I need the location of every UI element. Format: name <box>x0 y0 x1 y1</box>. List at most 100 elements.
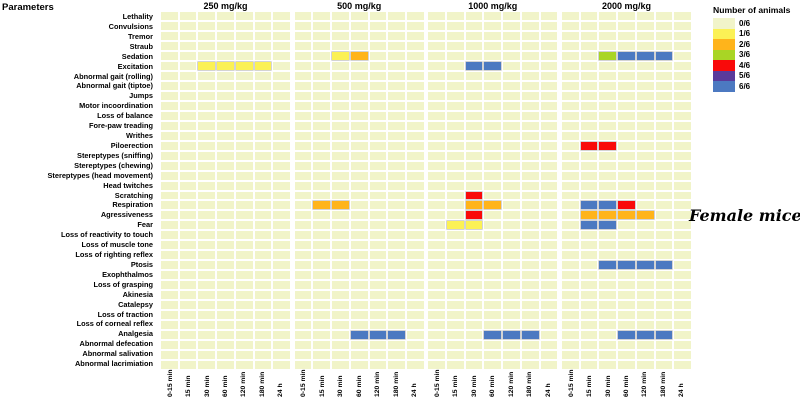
heatmap-cell <box>254 241 272 250</box>
heatmap-cell <box>179 251 197 260</box>
heatmap-cell <box>580 351 598 360</box>
heatmap-cell <box>294 31 312 40</box>
heatmap-cell <box>521 231 539 240</box>
heatmap-cell <box>540 21 558 30</box>
heatmap-cell <box>580 341 598 350</box>
heatmap-cell <box>369 251 387 260</box>
heatmap-cell <box>428 171 445 180</box>
heatmap-cell <box>198 281 216 290</box>
heatmap-cell <box>655 31 673 40</box>
heatmap-cell <box>217 111 234 120</box>
heatmap-cell <box>447 12 464 20</box>
heatmap-cell <box>332 271 349 280</box>
heatmap-cell <box>428 241 445 250</box>
row-label: Loss of reactivity to touch <box>61 230 153 240</box>
heatmap-cell <box>254 61 272 70</box>
heatmap-cell <box>217 21 234 30</box>
heatmap-cell <box>350 181 368 190</box>
heatmap-cell <box>179 21 197 30</box>
heatmap-cell <box>503 131 520 140</box>
heatmap-cell <box>198 51 216 60</box>
legend-entry: 5/6 <box>713 70 790 81</box>
heatmap-cell <box>636 251 654 260</box>
heatmap-cell <box>273 201 290 210</box>
row-label: Convulsions <box>108 21 153 31</box>
heatmap-cell <box>161 281 178 290</box>
heatmap-cell <box>161 141 178 150</box>
heatmap-cell <box>465 341 483 350</box>
heatmap-cell <box>521 171 539 180</box>
time-axis-label: 60 min <box>489 375 497 397</box>
heatmap-cell <box>521 151 539 160</box>
heatmap-cell <box>655 361 673 369</box>
heatmap-cell <box>655 201 673 210</box>
heatmap-cell <box>465 81 483 90</box>
heatmap-cell <box>562 201 579 210</box>
heatmap-cell <box>235 61 253 70</box>
heatmap-cell <box>562 321 579 330</box>
heatmap-cell <box>350 111 368 120</box>
heatmap-cell <box>273 71 290 80</box>
heatmap-cell <box>369 341 387 350</box>
heatmap-cell <box>580 181 598 190</box>
legend-entry: 1/6 <box>713 28 790 39</box>
heatmap-cell <box>503 341 520 350</box>
heatmap-cell <box>599 21 617 30</box>
heatmap-cell <box>369 181 387 190</box>
heatmap-cell <box>562 301 579 310</box>
heatmap-cell <box>484 291 502 300</box>
heatmap-cell <box>369 191 387 200</box>
heatmap-cell <box>447 311 464 320</box>
heatmap-cell <box>618 191 635 200</box>
heatmap-cell <box>369 351 387 360</box>
heatmap-cell <box>618 251 635 260</box>
time-axis-label: 24 h <box>544 383 552 397</box>
time-axis-label: 60 min <box>623 375 630 397</box>
heatmap-cell <box>313 211 331 220</box>
heatmap-cell <box>388 181 405 190</box>
heatmap-cell <box>369 21 387 30</box>
heatmap-cell <box>369 241 387 250</box>
heatmap-cell <box>674 71 691 80</box>
heatmap-cell <box>406 331 424 340</box>
heatmap-cell <box>161 121 178 130</box>
heatmap-cell <box>503 111 520 120</box>
heatmap-cell <box>465 361 483 369</box>
heatmap-cell <box>599 171 617 180</box>
row-label: Jumps <box>129 91 153 101</box>
heatmap-cell <box>254 231 272 240</box>
heatmap-cell <box>540 171 558 180</box>
heatmap-cell <box>294 41 312 50</box>
heatmap-cell <box>406 221 424 230</box>
heatmap-cell <box>350 141 368 150</box>
heatmap-cell <box>369 331 387 340</box>
heatmap-cell <box>388 71 405 80</box>
heatmap-cell <box>179 91 197 100</box>
heatmap-cell <box>388 201 405 210</box>
heatmap-cell <box>161 311 178 320</box>
heatmap-cell <box>254 181 272 190</box>
heatmap-cell <box>636 131 654 140</box>
heatmap-cell <box>503 201 520 210</box>
heatmap-cell <box>350 361 368 369</box>
heatmap-cell <box>503 331 520 340</box>
time-axis-label: 120 min <box>374 371 382 397</box>
heatmap-cell <box>294 181 312 190</box>
heatmap-cell <box>388 81 405 90</box>
heatmap-cell <box>484 191 502 200</box>
heatmap-cell <box>562 311 579 320</box>
heatmap-cell <box>217 361 234 369</box>
heatmap-cell <box>540 201 558 210</box>
heatmap-cell <box>540 51 558 60</box>
heatmap-cell <box>503 161 520 170</box>
heatmap-cell <box>580 91 598 100</box>
heatmap-cell <box>674 281 691 290</box>
heatmap-cell <box>447 91 464 100</box>
heatmap-cell <box>655 311 673 320</box>
heatmap-cell <box>465 201 483 210</box>
heatmap-cell <box>447 321 464 330</box>
heatmap-cell <box>447 241 464 250</box>
heatmap-cell <box>179 141 197 150</box>
heatmap-cell <box>332 111 349 120</box>
heatmap-cell <box>618 51 635 60</box>
